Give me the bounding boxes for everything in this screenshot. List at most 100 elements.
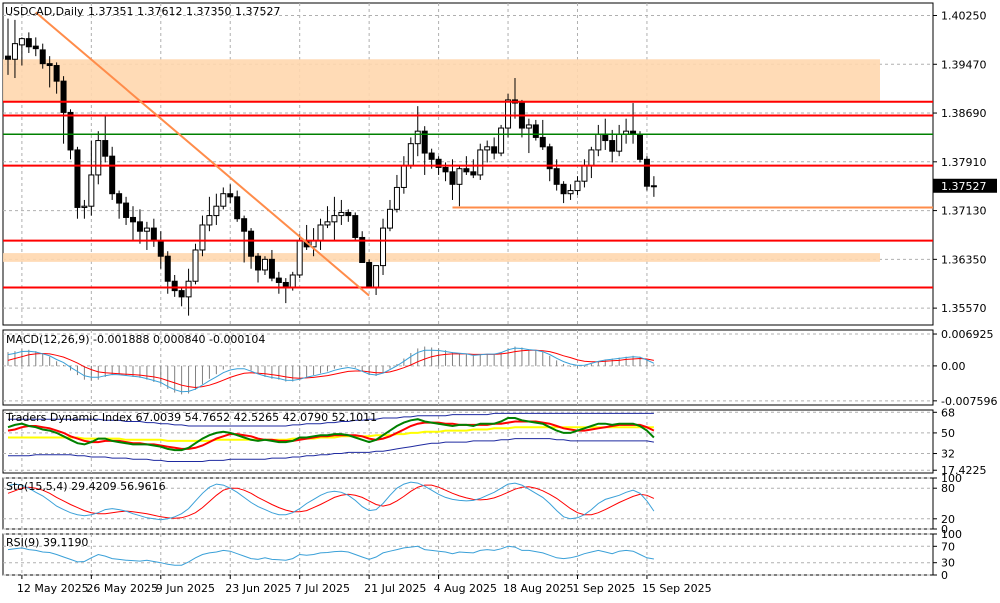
macd-line [7,347,655,393]
candle-body [407,143,414,167]
candle-body [317,224,324,242]
x-tick-label: 4 Aug 2025 [434,582,497,595]
sto-y-tick-label: 20 [941,513,955,526]
candle-body [32,45,39,50]
macd-signal-line [7,349,654,389]
candle-body [234,196,241,220]
candle-body [456,168,463,185]
candle-body [609,140,616,152]
price-y-tick-label: 1.37130 [941,205,987,218]
candle-body [324,221,331,226]
x-tick-label: 1 Sep 2025 [572,582,635,595]
candle-body [373,265,380,288]
macd-y-tick-label: -0.007596 [941,395,997,408]
x-tick-label: 26 May 2025 [86,582,158,595]
candle-body [345,211,352,217]
candle-body [255,255,262,271]
rsi-y-tick-label: 70 [941,540,955,553]
candle-body [213,205,220,217]
candle-body [46,63,53,67]
candle-body [491,146,498,154]
candle-body [546,146,553,170]
candle-body [130,216,137,223]
candle-body [296,240,303,276]
candle-body [220,193,227,207]
candle-body [359,236,366,263]
candle-body [67,111,74,151]
candle-body [442,166,449,173]
candle-body [192,249,199,282]
ohlc-label: 1.37351 1.37612 1.37350 1.37527 [88,5,280,18]
candle-body [560,183,567,195]
candle-body [449,171,456,185]
sto-y-tick-label: 0 [941,523,948,536]
candle-body [95,140,102,176]
candle-body [650,185,657,188]
tdi-title: Traders Dynamic Index 67.0039 54.7652 42… [5,411,377,424]
candle-body [338,211,345,217]
candle-body [421,130,428,154]
candle-body [414,130,421,145]
candle-body [102,140,109,157]
x-tick-label: 23 Jun 2025 [225,582,291,595]
candle-body [164,255,171,282]
tdi-y-tick-label: 17.4225 [941,464,987,477]
x-tick-label: 15 Sep 2025 [642,582,712,595]
candle-body [178,290,185,298]
last-price-marker [933,178,997,193]
candle-body [116,193,123,204]
candle-body [477,149,484,176]
x-tick-label: 12 May 2025 [17,582,89,595]
x-tick-label: 21 Jul 2025 [364,582,426,595]
candle-body [171,280,178,292]
supply-demand-zone [3,253,880,262]
rsi-line [7,545,654,566]
candle-body [616,133,623,152]
x-tick-label: 7 Jul 2025 [295,582,350,595]
candle-body [289,274,296,288]
candle-body [143,227,150,232]
stochastic-panel [7,481,655,521]
candle-body [88,174,95,207]
sto-y-tick-label: 100 [941,472,962,485]
candle-body [574,180,581,192]
candle-body [553,168,560,185]
candle-body [206,215,213,226]
candle-body [74,149,81,208]
macd-y-tick-label: 0.006925 [941,328,994,341]
candle-body [18,38,25,46]
candle-body [331,215,338,223]
candle-body [393,186,400,210]
candle-body [386,208,393,229]
price-y-tick-label: 1.39470 [941,58,987,71]
x-tick-label: 18 Aug 2025 [503,582,573,595]
candle-body [588,149,595,167]
candle-body [136,221,143,232]
candle-body [11,43,18,60]
candle-body [484,146,491,151]
rsi-frame [2,533,934,576]
rsi-panel [7,545,654,566]
sto-frame [2,477,934,530]
candle-body [268,258,275,279]
x-tick-label: 9 Jun 2025 [156,582,215,595]
candle-body [275,277,282,283]
supply-demand-zone [3,59,880,102]
tdi-y-tick-label: 50 [941,427,955,440]
candle-body [5,55,11,60]
candle-body [567,190,574,195]
tdi-y-tick-label: 32 [941,448,955,461]
symbol-label: USDCAD,Daily [5,5,84,18]
tdi-lower-band [8,438,654,462]
candle-body [636,133,643,160]
candle-body [53,65,60,82]
candle-body [81,205,88,208]
rsi-y-tick-label: 100 [941,528,962,541]
candle-body [227,193,234,198]
sto-y-tick-label: 80 [941,482,955,495]
tdi-upper-band [8,412,654,427]
price-frame [2,2,934,326]
price-y-tick-label: 1.37910 [941,156,987,169]
candle-body [199,224,206,251]
